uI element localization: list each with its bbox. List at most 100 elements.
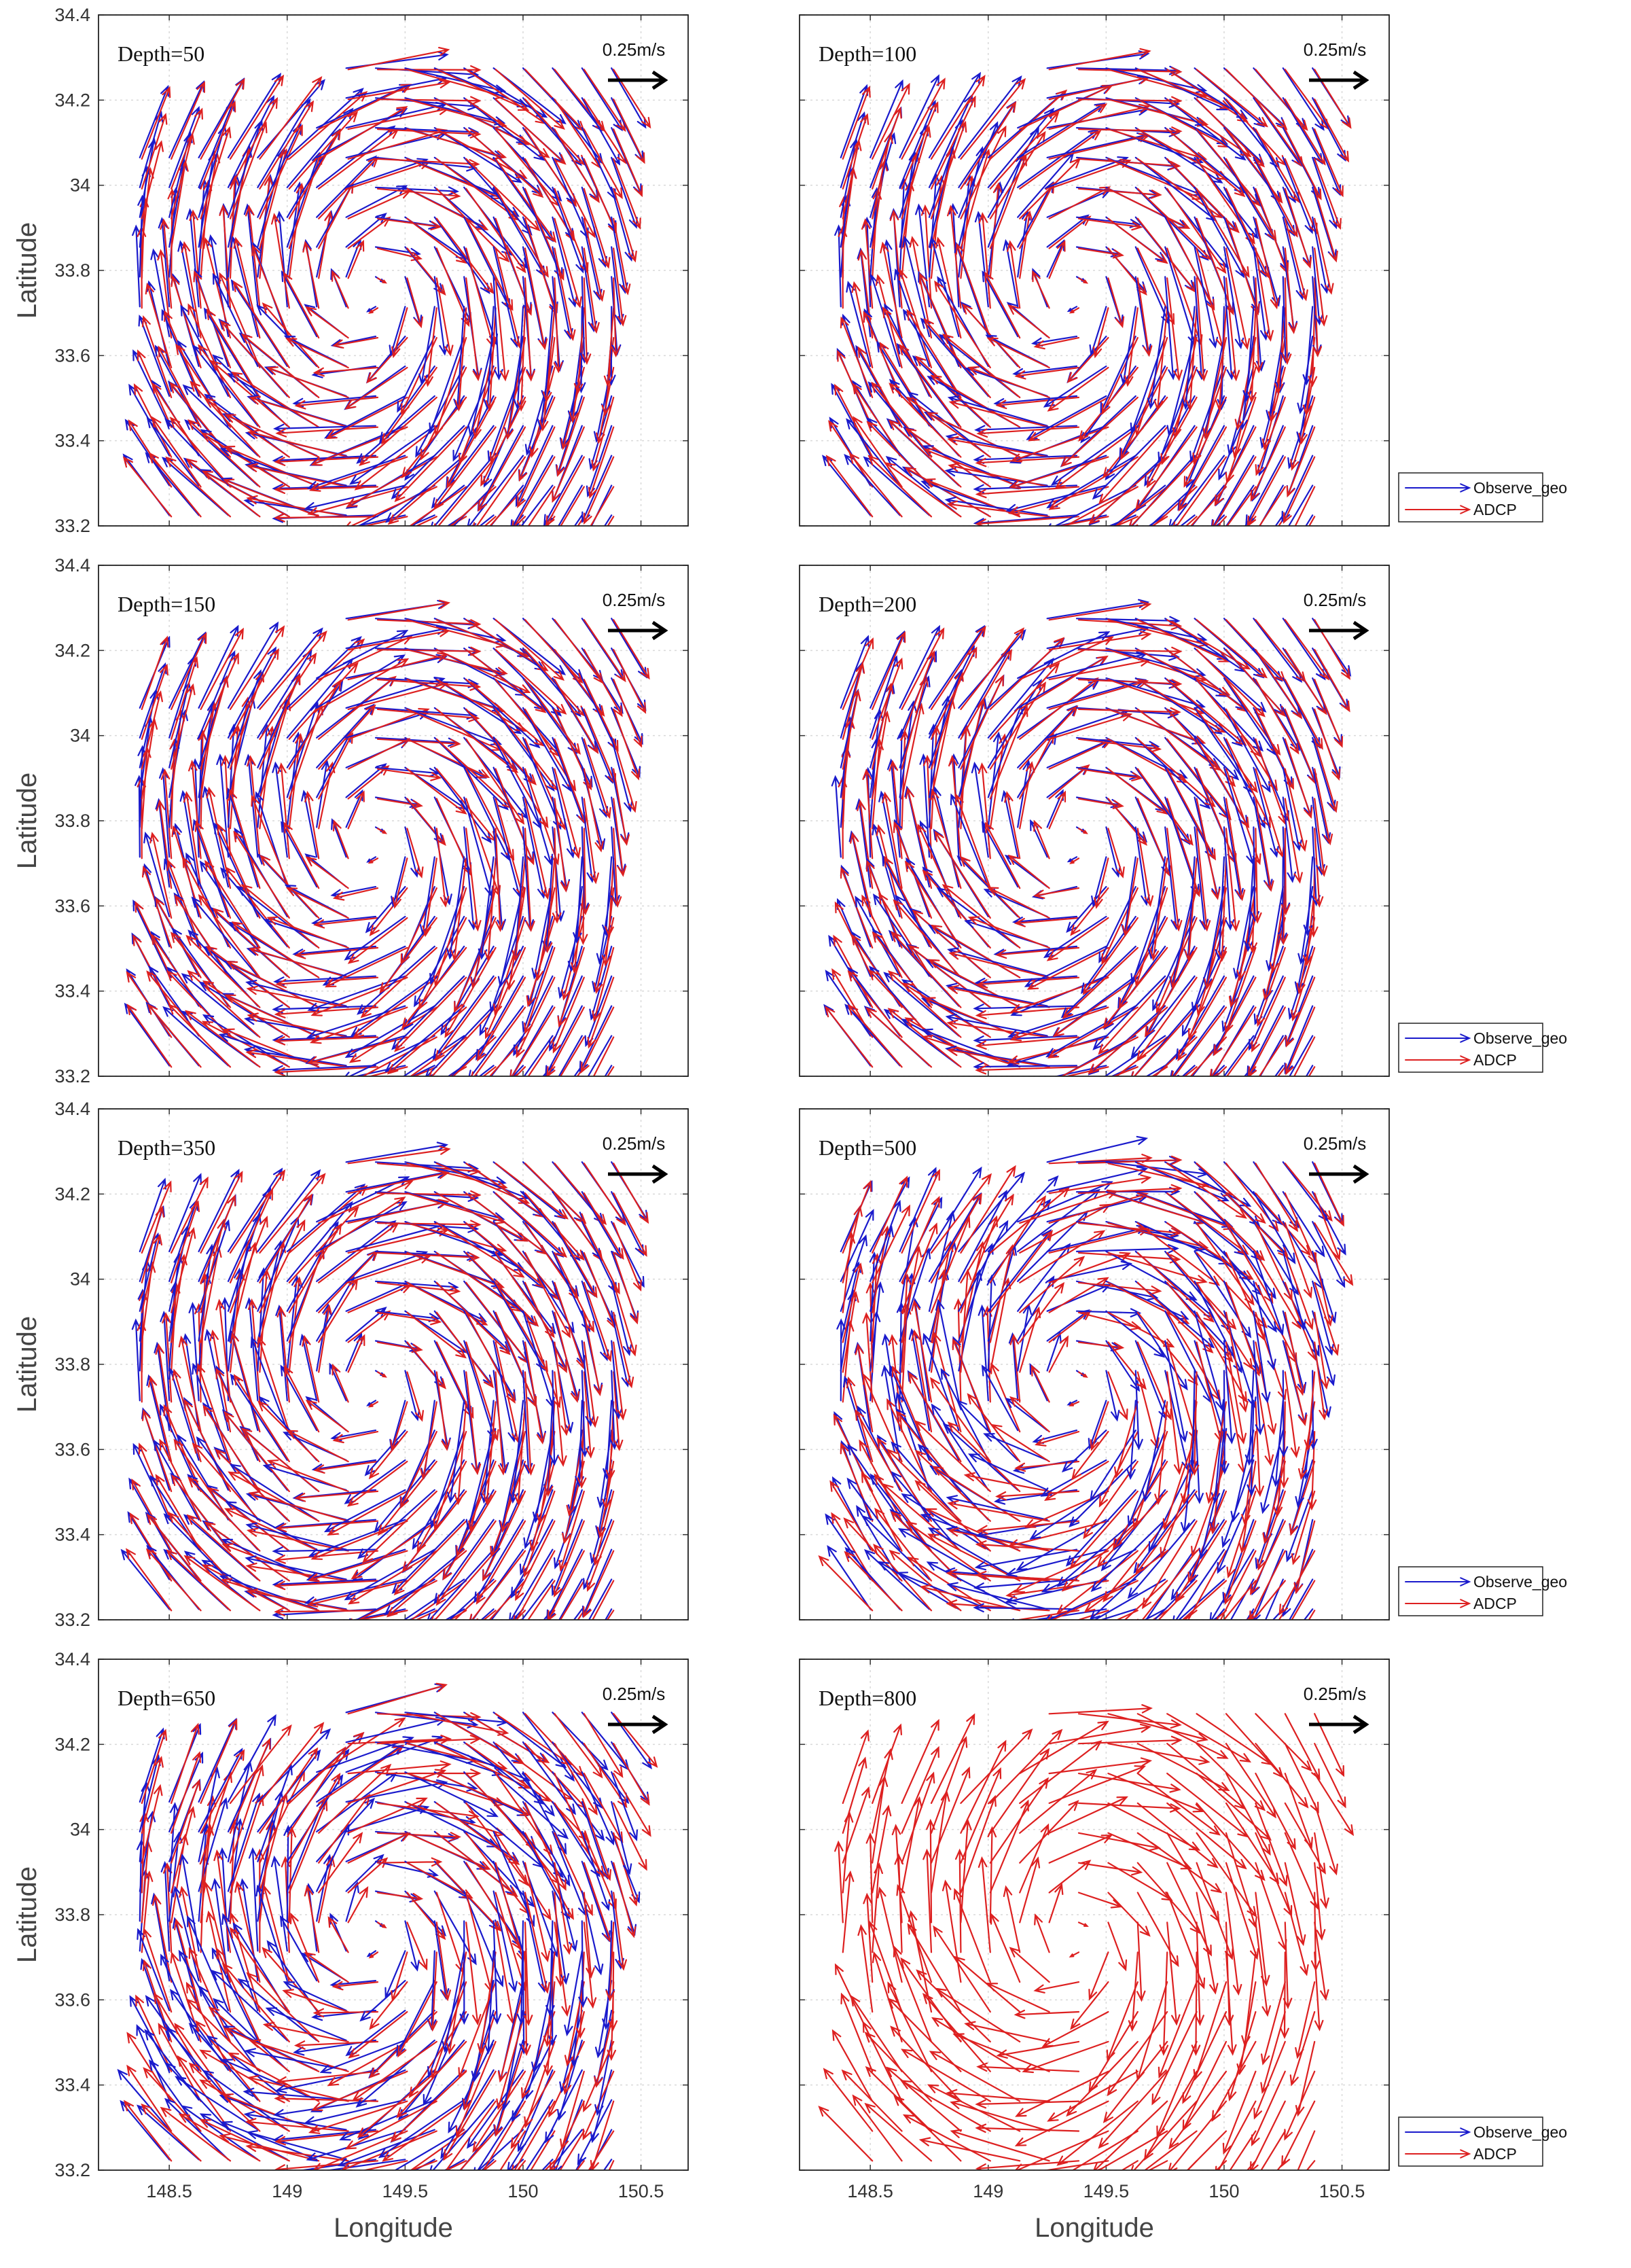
vector-adcp bbox=[1183, 396, 1227, 488]
vector-observe-geo bbox=[1181, 945, 1225, 1037]
vector-adcp bbox=[376, 1921, 387, 1929]
vector-adcp bbox=[887, 1981, 933, 2072]
vector-adcp bbox=[376, 277, 387, 284]
vector-observe-geo bbox=[202, 1014, 288, 1067]
vector-adcp bbox=[1048, 1835, 1113, 1864]
vector-adcp bbox=[1225, 277, 1240, 382]
vector-observe-geo bbox=[1253, 1280, 1276, 1371]
vector-adcp bbox=[908, 1372, 962, 1463]
scale-arrow-head bbox=[651, 1714, 668, 1735]
vector-adcp bbox=[922, 754, 933, 860]
vector-adcp bbox=[1224, 946, 1257, 1034]
vector-adcp bbox=[285, 338, 349, 369]
vector-adcp bbox=[915, 355, 991, 428]
vector-observe-geo bbox=[611, 1771, 638, 1842]
vector-observe-geo bbox=[605, 1608, 613, 1620]
vector-adcp bbox=[259, 630, 327, 710]
vector-adcp bbox=[230, 1332, 261, 1433]
vector-adcp bbox=[1067, 337, 1109, 383]
vector-observe-geo bbox=[202, 2070, 288, 2131]
vector-adcp bbox=[174, 1918, 202, 2013]
vector-adcp bbox=[1048, 790, 1067, 830]
vector-observe-geo bbox=[227, 621, 279, 709]
vector-adcp bbox=[484, 946, 526, 1040]
tick-label-y: 34 bbox=[70, 1269, 90, 1290]
vector-adcp bbox=[1131, 1006, 1198, 1076]
vector-adcp bbox=[841, 2069, 903, 2132]
vector-adcp bbox=[313, 917, 379, 929]
vector-observe-geo bbox=[245, 1555, 347, 1580]
tick-label-y: 34.2 bbox=[54, 90, 90, 110]
vector-adcp bbox=[852, 383, 903, 458]
vector-adcp bbox=[1047, 2070, 1139, 2122]
vector-adcp bbox=[1003, 1885, 1021, 1953]
vector-adcp bbox=[435, 1341, 474, 1419]
vector-adcp bbox=[975, 516, 1080, 526]
vector-observe-geo bbox=[187, 1915, 230, 2012]
vector-adcp bbox=[472, 2070, 526, 2153]
vector-adcp bbox=[1213, 976, 1257, 1057]
vector-adcp bbox=[168, 1004, 232, 1068]
vector-observe-geo bbox=[862, 1515, 931, 1580]
vector-observe-geo bbox=[245, 1522, 347, 1551]
vector-observe-geo bbox=[221, 2059, 318, 2101]
vector-adcp bbox=[1251, 2070, 1286, 2146]
vector-adcp bbox=[960, 125, 1007, 219]
vector-observe-geo bbox=[1017, 759, 1032, 828]
vector-adcp bbox=[1069, 1490, 1139, 1570]
vector-observe-geo bbox=[552, 186, 585, 274]
legend-arrow-adcp bbox=[1405, 2149, 1471, 2159]
vector-adcp bbox=[553, 277, 563, 374]
vector-adcp bbox=[410, 2130, 467, 2170]
vector-adcp bbox=[401, 1490, 467, 1573]
vector-adcp bbox=[274, 2093, 379, 2104]
vector-observe-geo bbox=[946, 1582, 1048, 1610]
vector-adcp bbox=[978, 762, 991, 860]
vector-adcp bbox=[554, 1252, 594, 1333]
vector-field bbox=[822, 48, 1352, 526]
vector-adcp bbox=[904, 1017, 991, 1068]
vector-adcp bbox=[583, 1892, 595, 1979]
vector-adcp bbox=[1297, 2130, 1316, 2170]
vector-adcp bbox=[1060, 396, 1139, 467]
vector-adcp bbox=[429, 1006, 497, 1076]
vector-observe-geo bbox=[1220, 1370, 1230, 1475]
vector-adcp bbox=[859, 1439, 903, 1522]
vector-adcp bbox=[198, 893, 261, 978]
vector-adcp bbox=[141, 1233, 162, 1313]
tick-label-y: 33.8 bbox=[54, 1904, 90, 1925]
vector-adcp bbox=[347, 1550, 437, 1605]
vector-adcp bbox=[152, 1894, 173, 1983]
vector-adcp bbox=[855, 1343, 874, 1433]
vector-adcp bbox=[171, 683, 196, 770]
vector-adcp bbox=[1096, 1490, 1168, 1567]
vector-observe-geo bbox=[1218, 395, 1255, 481]
vector-adcp bbox=[1107, 1713, 1208, 1742]
vector-observe-geo bbox=[1060, 945, 1136, 1018]
vector-adcp bbox=[552, 828, 562, 924]
vector-adcp bbox=[1314, 1773, 1355, 1837]
tick-label-y: 33.6 bbox=[54, 1989, 90, 2010]
vector-adcp bbox=[1182, 2010, 1227, 2104]
vector-adcp bbox=[1019, 1800, 1079, 1864]
vector-adcp bbox=[978, 1856, 991, 1953]
vector-adcp bbox=[583, 1371, 595, 1459]
vector-adcp bbox=[899, 2080, 991, 2132]
vector-adcp bbox=[554, 1802, 605, 1877]
vector-observe-geo bbox=[541, 306, 554, 402]
vector-observe-geo bbox=[1105, 737, 1188, 779]
vector-adcp bbox=[359, 396, 437, 466]
vector-adcp bbox=[554, 1311, 580, 1403]
vector-adcp bbox=[1130, 2100, 1198, 2170]
vector-adcp bbox=[494, 2040, 526, 2138]
vector-adcp bbox=[527, 1036, 556, 1076]
vector-adcp bbox=[247, 1298, 261, 1403]
vector-observe-geo bbox=[1145, 1065, 1166, 1076]
vector-adcp bbox=[245, 1562, 349, 1582]
vector-adcp bbox=[450, 486, 497, 526]
vector-observe-geo bbox=[1119, 306, 1136, 385]
vector-adcp bbox=[1253, 828, 1262, 924]
vector-adcp bbox=[583, 217, 605, 302]
vector-observe-geo bbox=[1067, 856, 1078, 863]
